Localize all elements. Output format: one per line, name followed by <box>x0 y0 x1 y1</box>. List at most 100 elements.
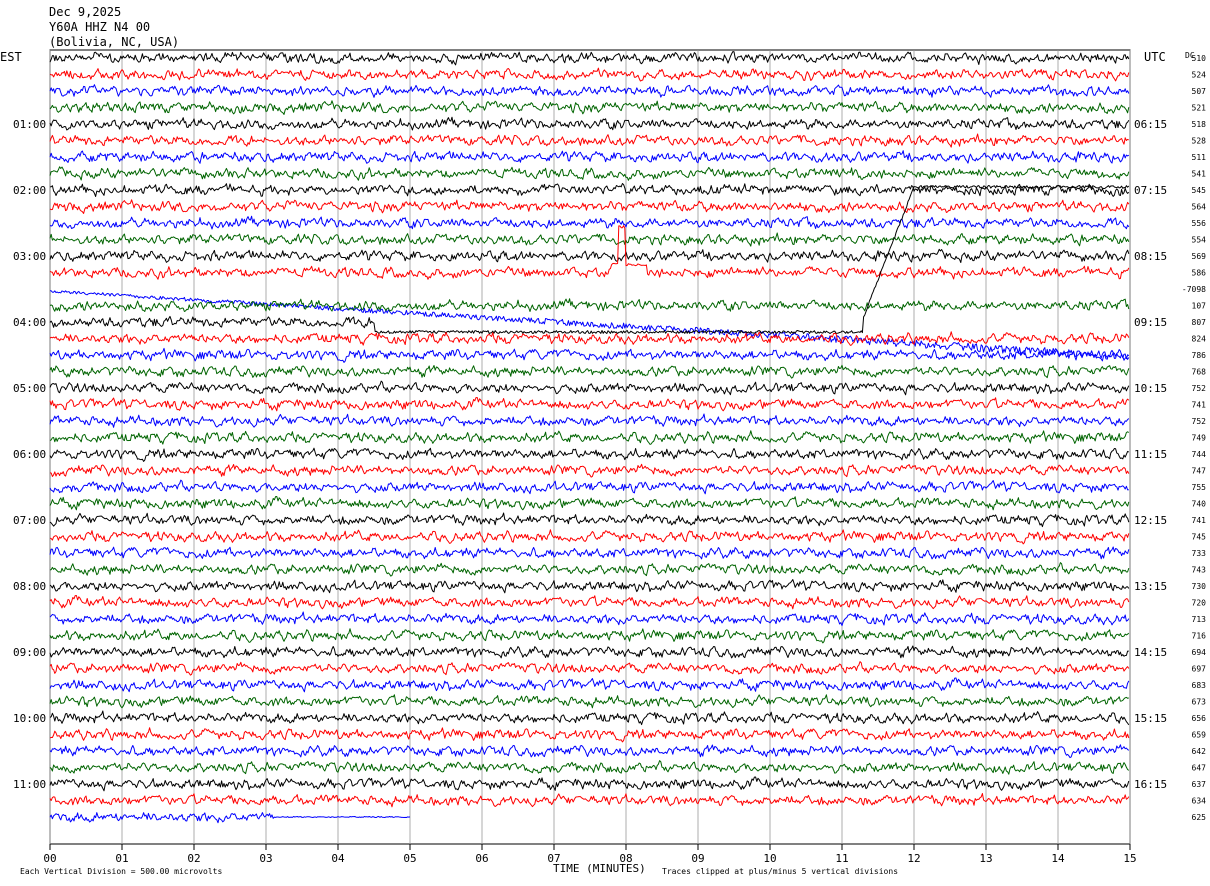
dc-offset-label: 752 <box>1192 417 1207 426</box>
trace-row-33 <box>49 595 1130 610</box>
traces <box>49 51 1130 824</box>
trace-row-45 <box>49 793 1130 808</box>
time-grid <box>49 50 1131 844</box>
trace-row-16 <box>49 185 1130 334</box>
dc-offset-label: 569 <box>1192 252 1207 261</box>
right-hour-label: 10:15 <box>1134 382 1167 395</box>
trace-row-1 <box>49 67 1130 82</box>
x-tick-label: 15 <box>1123 852 1136 865</box>
trace-row-15 <box>49 298 1130 313</box>
x-tick-label: 10 <box>763 852 776 865</box>
dc-offset-label: 545 <box>1192 186 1207 195</box>
dc-offset-label: 747 <box>1192 467 1207 476</box>
dc-offset-label: 720 <box>1192 599 1207 608</box>
right-hour-label: 11:15 <box>1134 448 1167 461</box>
dc-offset-label: 518 <box>1192 120 1207 129</box>
trace-row-0 <box>49 51 1130 66</box>
dc-offset-label: 683 <box>1192 681 1207 690</box>
trace-row-23 <box>49 430 1130 445</box>
right-hour-label: 06:15 <box>1134 118 1167 131</box>
trace-row-21 <box>49 397 1130 412</box>
trace-row-42 <box>49 744 1130 759</box>
dc-offset-label: 647 <box>1192 764 1207 773</box>
left-timezone-label: EST <box>0 50 22 64</box>
dc-offset-label: 524 <box>1192 71 1207 80</box>
trace-row-28 <box>49 512 1130 528</box>
left-hour-label: 04:00 <box>13 316 46 329</box>
left-hour-label: 01:00 <box>13 118 46 131</box>
x-tick-label: 08 <box>619 852 632 865</box>
dc-offset-label: 749 <box>1192 434 1207 443</box>
x-tick-label: 00 <box>43 852 56 865</box>
left-hour-label: 05:00 <box>13 382 46 395</box>
trace-row-24 <box>49 447 1130 462</box>
x-tick-label: 02 <box>187 852 200 865</box>
dc-offset-label: 507 <box>1192 87 1207 96</box>
trace-row-29 <box>49 529 1130 545</box>
trace-row-22 <box>49 413 1130 428</box>
trace-row-39 <box>49 694 1129 709</box>
left-hour-label: 10:00 <box>13 712 46 725</box>
x-tick-label: 09 <box>691 852 704 865</box>
dc-offset-label: 541 <box>1192 170 1207 179</box>
dc-offset-label: 743 <box>1192 566 1207 575</box>
trace-row-36 <box>49 645 1129 659</box>
dc-offset-label: 741 <box>1192 401 1207 410</box>
dc-offset-label: 637 <box>1192 780 1207 789</box>
dc-offset-label: 733 <box>1192 549 1207 558</box>
x-axis-ticks: 00 01 02 03 04 05 06 07 08 09 10 11 12 13 14 15 <box>43 844 1137 865</box>
dc-offset-label: 716 <box>1192 632 1207 641</box>
trace-row-46 <box>49 812 411 824</box>
x-tick-label: 14 <box>1051 852 1065 865</box>
dc-offset-label: 755 <box>1192 483 1207 492</box>
trace-row-13 <box>49 225 1130 280</box>
dc-offset-label: 642 <box>1192 747 1207 756</box>
trace-row-3 <box>49 100 1130 115</box>
dc-offset-label: 510 <box>1192 54 1207 63</box>
clip-note: Traces clipped at plus/minus 5 vertical … <box>662 867 898 876</box>
trace-row-14 <box>50 290 1130 360</box>
trace-row-41 <box>49 727 1130 743</box>
dc-offset-labels: 510 524 507 521 518 528 511 541 545 564 556 554 569 5… <box>1182 54 1206 822</box>
dc-offset-label: 554 <box>1192 236 1207 245</box>
dc-offset-label: 107 <box>1192 302 1207 311</box>
dc-offset-label: 634 <box>1192 797 1207 806</box>
x-tick-label: 12 <box>907 852 920 865</box>
x-tick-label: 04 <box>331 852 345 865</box>
dc-offset-label: 807 <box>1192 318 1207 327</box>
x-tick-label: 11 <box>835 852 848 865</box>
dc-offset-label: 744 <box>1192 450 1207 459</box>
dc-offset-label: 659 <box>1192 731 1207 740</box>
dc-offset-label: 768 <box>1192 368 1207 377</box>
trace-row-19 <box>49 364 1130 379</box>
trace-row-37 <box>49 661 1130 676</box>
trace-row-27 <box>49 496 1130 511</box>
dc-offset-label: 564 <box>1192 203 1207 212</box>
trace-row-6 <box>49 150 1130 164</box>
header-station: Y60A HHZ N4 00 <box>49 20 150 34</box>
trace-row-31 <box>49 562 1130 577</box>
trace-row-30 <box>49 546 1130 560</box>
right-hour-label: 12:15 <box>1134 514 1167 527</box>
right-hour-labels: 06:15 07:15 08:15 09:15 10:15 11:15 12:15 13:15… <box>1134 118 1167 791</box>
header-date: Dec 9,2025 <box>49 5 121 19</box>
right-timezone-label: UTC <box>1144 50 1166 64</box>
dc-offset-label: -7098 <box>1182 285 1206 294</box>
trace-row-40 <box>49 710 1130 726</box>
dc-offset-label: 673 <box>1192 698 1207 707</box>
trace-row-43 <box>49 760 1130 775</box>
dc-offset-label: 786 <box>1192 351 1207 360</box>
left-hour-label: 09:00 <box>13 646 46 659</box>
dc-offset-label: 745 <box>1192 533 1207 542</box>
right-hour-label: 08:15 <box>1134 250 1167 263</box>
dc-offset-label: 586 <box>1192 269 1207 278</box>
left-hour-label: 06:00 <box>13 448 46 461</box>
x-axis-label: TIME (MINUTES) <box>553 862 646 875</box>
trace-row-8 <box>49 183 1130 197</box>
dc-offset-label: 740 <box>1192 500 1207 509</box>
right-hour-label: 15:15 <box>1134 712 1167 725</box>
dc-offset-label: 752 <box>1192 384 1207 393</box>
dc-offset-label: 528 <box>1192 137 1207 146</box>
trace-row-38 <box>49 677 1130 693</box>
